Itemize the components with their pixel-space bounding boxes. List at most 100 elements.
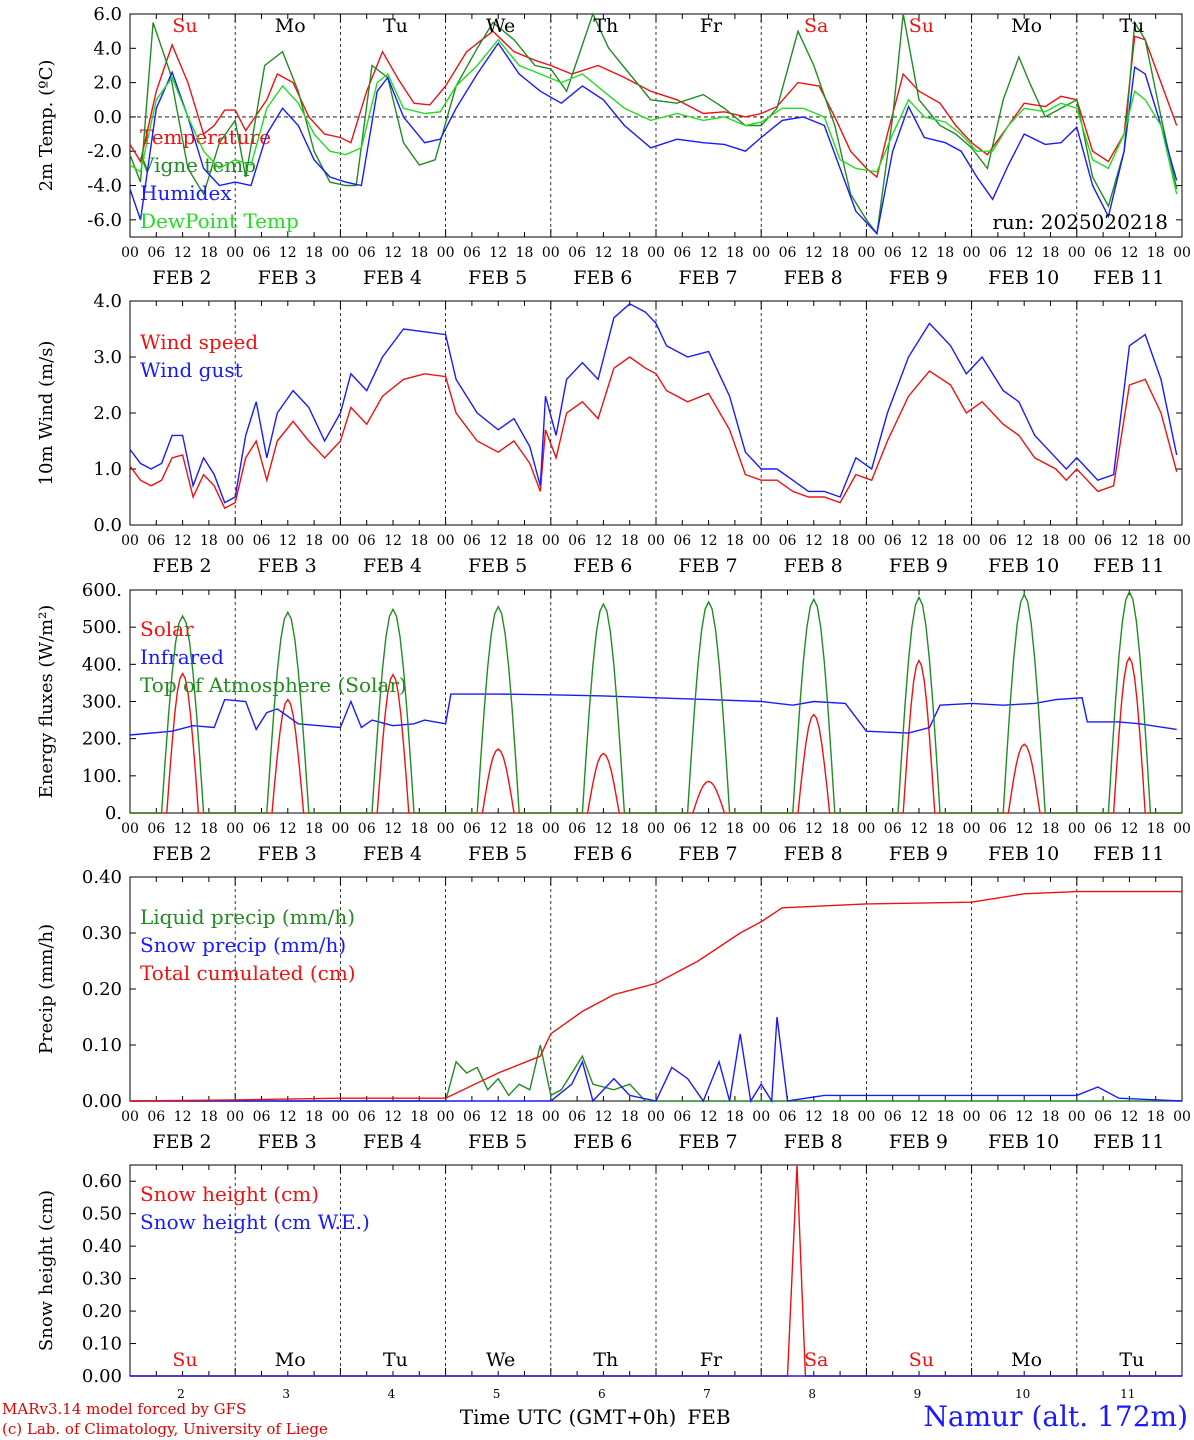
series-line xyxy=(130,1016,1183,1104)
series-line xyxy=(129,41,1178,236)
series-line xyxy=(129,356,1178,510)
date-label: FEB 11 xyxy=(1093,1131,1164,1153)
hour-tick-label: 12 xyxy=(594,533,612,549)
y-tick-label: -4.0 xyxy=(87,176,122,197)
lab-credit: (c) Lab. of Climatology, University of L… xyxy=(2,1420,328,1438)
hour-tick-label: 06 xyxy=(568,245,586,261)
hour-tick-label: 18 xyxy=(200,533,218,549)
hour-tick-label: 00 xyxy=(1068,1109,1086,1125)
hour-tick-label: 18 xyxy=(516,821,534,837)
date-label: FEB 4 xyxy=(363,555,422,577)
hour-tick-label: 18 xyxy=(1042,533,1060,549)
hour-tick-label: 00 xyxy=(647,245,665,261)
hour-tick-label: 00 xyxy=(752,1109,770,1125)
day-number-label: 3 xyxy=(282,1387,290,1401)
weekday-label: We xyxy=(486,15,515,37)
hour-tick-label: 18 xyxy=(1042,1109,1060,1125)
series-line xyxy=(129,12,1178,236)
legend-entry: Vigne temp xyxy=(139,153,256,177)
legend-entry: Wind gust xyxy=(140,358,243,382)
hour-tick-label: 18 xyxy=(1147,1109,1165,1125)
hour-tick-label: 00 xyxy=(963,533,981,549)
station-name: Namur (alt. 172m) xyxy=(923,1400,1188,1433)
hour-tick-label: 06 xyxy=(779,245,797,261)
hour-tick-label: 00 xyxy=(331,821,349,837)
hour-tick-label: 00 xyxy=(647,533,665,549)
hour-tick-label: 06 xyxy=(1094,1109,1112,1125)
hour-tick-label: 06 xyxy=(568,533,586,549)
hour-tick-label: 06 xyxy=(568,821,586,837)
date-label: FEB 4 xyxy=(363,267,422,289)
hour-tick-label: 12 xyxy=(489,821,507,837)
hour-tick-label: 00 xyxy=(1068,245,1086,261)
hour-tick-label: 18 xyxy=(726,245,744,261)
hour-tick-label: 06 xyxy=(779,533,797,549)
legend-entry: Wind speed xyxy=(140,330,258,354)
hour-tick-label: 18 xyxy=(200,245,218,261)
y-tick-label: 6.0 xyxy=(93,4,122,25)
hour-tick-label: 18 xyxy=(621,533,639,549)
hour-tick-label: 06 xyxy=(463,245,481,261)
y-tick-label: 0.50 xyxy=(82,1204,122,1225)
y-tick-label: 2.0 xyxy=(93,403,122,424)
date-label: FEB 5 xyxy=(468,843,527,865)
hour-tick-label: 00 xyxy=(752,533,770,549)
hour-tick-label: 18 xyxy=(621,821,639,837)
legend-entry: Liquid precip (mm/h) xyxy=(140,905,355,929)
hour-tick-label: 18 xyxy=(1042,245,1060,261)
y-tick-label: 4.0 xyxy=(93,38,122,59)
hour-tick-label: 00 xyxy=(963,245,981,261)
date-label: FEB 9 xyxy=(889,1131,948,1153)
day-number-label: 10 xyxy=(1015,1387,1030,1401)
hour-tick-label: 12 xyxy=(174,1109,192,1125)
hour-tick-label: 00 xyxy=(647,821,665,837)
y-tick-label: 0.10 xyxy=(82,1334,122,1355)
date-label: FEB 10 xyxy=(988,267,1059,289)
hour-tick-label: 18 xyxy=(831,821,849,837)
hour-tick-label: 12 xyxy=(700,245,718,261)
legend-entry: Snow height (cm W.E.) xyxy=(140,1210,370,1234)
legend-entry: Snow precip (mm/h) xyxy=(140,933,346,957)
hour-tick-label: 12 xyxy=(700,821,718,837)
hour-tick-label: 18 xyxy=(516,245,534,261)
hour-tick-label: 18 xyxy=(831,533,849,549)
hour-tick-label: 00 xyxy=(542,821,560,837)
hour-tick-label: 06 xyxy=(884,245,902,261)
hour-tick-label: 00 xyxy=(1068,821,1086,837)
hour-tick-label: 06 xyxy=(463,1109,481,1125)
hour-tick-label: 06 xyxy=(253,533,271,549)
month-label: FEB xyxy=(687,1405,730,1429)
hour-tick-label: 12 xyxy=(384,821,402,837)
hour-tick-label: 00 xyxy=(857,821,875,837)
hour-tick-label: 00 xyxy=(437,245,455,261)
date-label: FEB 9 xyxy=(889,843,948,865)
hour-tick-label: 00 xyxy=(226,821,244,837)
hour-tick-label: 00 xyxy=(857,245,875,261)
hour-tick-label: 06 xyxy=(463,533,481,549)
hour-tick-label: 06 xyxy=(568,1109,586,1125)
date-label: FEB 7 xyxy=(678,267,737,289)
y-tick-label: -2.0 xyxy=(87,141,122,162)
hour-tick-label: 18 xyxy=(200,821,218,837)
hour-tick-label: 12 xyxy=(805,1109,823,1125)
date-label: FEB 6 xyxy=(573,267,632,289)
date-label: FEB 11 xyxy=(1093,843,1164,865)
hour-tick-label: 06 xyxy=(673,1109,691,1125)
hour-tick-label: 12 xyxy=(279,1109,297,1125)
weekday-label: Mo xyxy=(1011,15,1042,37)
hour-tick-label: 18 xyxy=(726,1109,744,1125)
date-label: FEB 6 xyxy=(573,1131,632,1153)
hour-tick-label: 12 xyxy=(174,245,192,261)
hour-tick-label: 12 xyxy=(1120,533,1138,549)
hour-tick-label: 12 xyxy=(174,821,192,837)
weekday-label: Mo xyxy=(275,1349,306,1371)
hour-tick-label: 12 xyxy=(910,245,928,261)
y-tick-label: 500. xyxy=(82,617,122,638)
hour-tick-label: 18 xyxy=(305,533,323,549)
date-label: FEB 7 xyxy=(678,843,737,865)
hour-tick-label: 06 xyxy=(673,245,691,261)
series-line xyxy=(129,302,1178,504)
hour-tick-label: 06 xyxy=(358,821,376,837)
date-label: FEB 4 xyxy=(363,1131,422,1153)
